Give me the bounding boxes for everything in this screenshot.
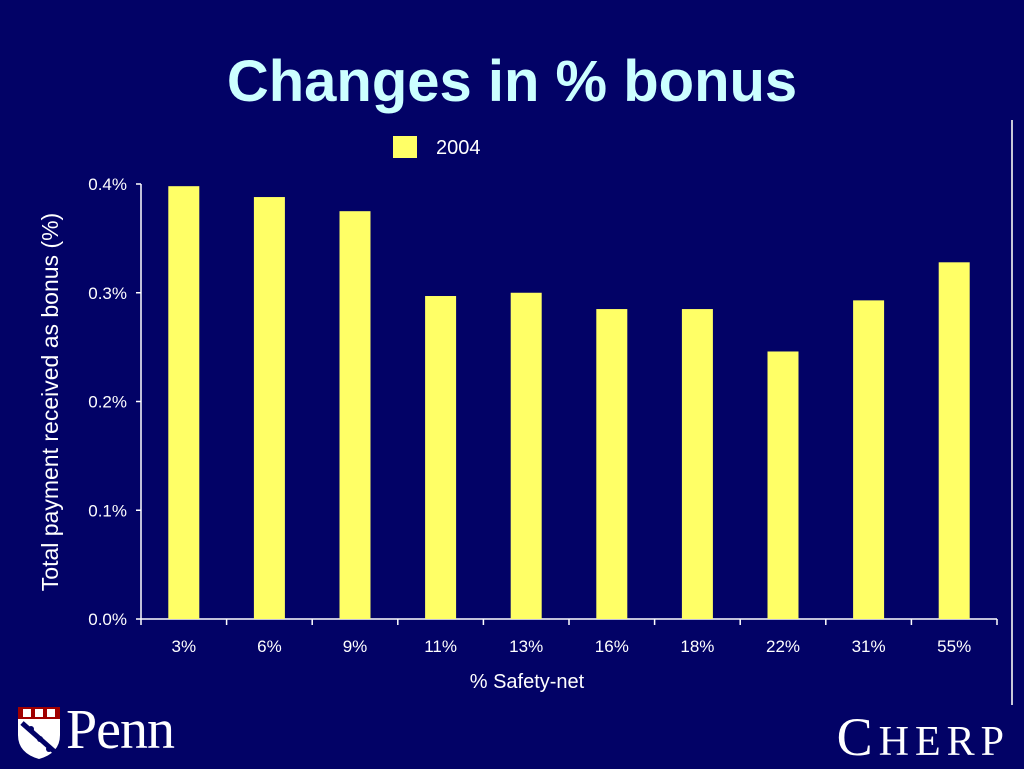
right-edge-rule bbox=[1011, 120, 1013, 705]
chart-labels: 0.0% 0.1% 0.2% 0.3% 0.4% 3% 6% 9% 11% 13% 16% 18% 22… bbox=[88, 175, 971, 656]
y-tick-label: 0.2% bbox=[88, 393, 127, 412]
x-tick-label: 3% bbox=[172, 637, 197, 656]
bar-18pct bbox=[681, 309, 713, 619]
x-tick-label: 55% bbox=[937, 637, 971, 656]
x-tick-label: 16% bbox=[595, 637, 629, 656]
x-tick-label: 9% bbox=[343, 637, 368, 656]
y-tick-label: 0.1% bbox=[88, 501, 127, 520]
x-tick-label: 13% bbox=[509, 637, 543, 656]
bar-13pct bbox=[510, 292, 542, 619]
bar-6pct bbox=[253, 197, 285, 620]
y-tick-label: 0.3% bbox=[88, 284, 127, 303]
x-tick-label: 6% bbox=[257, 637, 282, 656]
cherp-rest: HERP bbox=[878, 719, 1010, 765]
bar-31pct bbox=[853, 300, 885, 619]
cherp-wordmark: CHERP bbox=[837, 710, 1010, 769]
bar-55pct bbox=[938, 262, 970, 619]
slide-title: Changes in % bonus bbox=[226, 49, 798, 114]
penn-wordmark: Penn bbox=[66, 699, 175, 761]
y-tick-label: 0.4% bbox=[88, 175, 127, 194]
bar-3pct bbox=[168, 186, 200, 620]
x-axis-title: % Safety-net bbox=[470, 671, 585, 693]
y-axis-title: Total payment received as bonus (%) bbox=[37, 213, 63, 591]
chart-bars bbox=[168, 186, 970, 620]
bar-16pct bbox=[596, 309, 628, 619]
bar-9pct bbox=[339, 211, 371, 619]
y-tick-label: 0.0% bbox=[88, 610, 127, 629]
bar-11pct bbox=[425, 296, 457, 619]
chart-legend: 2004 bbox=[393, 136, 481, 159]
x-tick-label: 31% bbox=[852, 637, 886, 656]
bar-22pct bbox=[767, 351, 799, 619]
cherp-initial: C bbox=[836, 707, 879, 767]
legend-swatch-2004 bbox=[393, 136, 417, 158]
penn-shield-logo-icon bbox=[18, 707, 60, 759]
x-tick-label: 22% bbox=[766, 637, 800, 656]
legend-label-2004: 2004 bbox=[436, 137, 481, 159]
x-tick-label: 11% bbox=[424, 637, 457, 656]
x-tick-label: 18% bbox=[680, 637, 714, 656]
